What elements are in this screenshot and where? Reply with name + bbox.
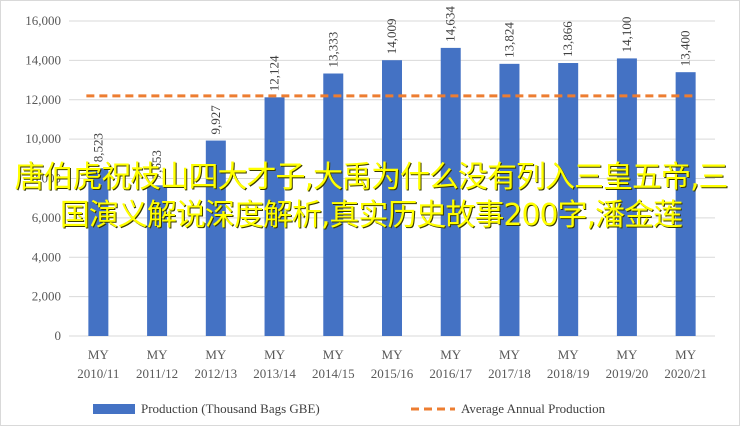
bar xyxy=(88,168,109,336)
x-tick-label: MY xyxy=(675,347,697,362)
x-tick-label: MY xyxy=(382,347,404,362)
y-tick-label: 16,000 xyxy=(25,13,61,28)
x-tick-label: MY xyxy=(558,347,580,362)
x-tick-label: 2020/21 xyxy=(664,366,707,381)
data-label: 8,523 xyxy=(90,133,105,162)
bar xyxy=(499,63,520,337)
bar xyxy=(382,60,402,336)
legend-label-average: Average Annual Production xyxy=(461,401,606,416)
x-tick-label: MY xyxy=(205,347,227,362)
bar xyxy=(616,58,637,336)
bar xyxy=(323,73,344,336)
data-label: 14,009 xyxy=(384,18,399,54)
x-tick-label: 2017/18 xyxy=(488,366,531,381)
x-tick-label: MY xyxy=(264,347,286,362)
x-tick-label: 2011/12 xyxy=(136,366,178,381)
legend-swatch-production xyxy=(93,404,135,414)
bar xyxy=(205,140,226,336)
x-tick-label: MY xyxy=(88,347,110,362)
bars xyxy=(88,47,696,337)
x-tick-label: 2016/17 xyxy=(429,366,472,381)
bar xyxy=(264,97,285,336)
y-tick-label: 6,000 xyxy=(32,210,61,225)
x-tick-label: MY xyxy=(499,347,521,362)
data-label: 12,124 xyxy=(267,55,282,91)
legend: Production (Thousand Bags GBE) Average An… xyxy=(93,401,606,416)
y-tick-label: 8,000 xyxy=(32,171,61,186)
bar xyxy=(675,72,696,336)
bar xyxy=(147,185,168,336)
x-tick-label: MY xyxy=(616,347,638,362)
data-label: 13,866 xyxy=(560,21,575,57)
x-tick-label: 2014/15 xyxy=(312,366,355,381)
y-tick-label: 12,000 xyxy=(25,92,61,107)
data-label: 13,824 xyxy=(501,22,516,58)
legend-label-production: Production (Thousand Bags GBE) xyxy=(141,401,320,416)
x-tick-label: 2010/11 xyxy=(77,366,119,381)
y-tick-label: 4,000 xyxy=(32,249,61,264)
x-tick-label: 2018/19 xyxy=(547,366,590,381)
y-tick-label: 10,000 xyxy=(25,131,61,146)
data-label: 13,400 xyxy=(678,30,693,66)
bar xyxy=(558,63,579,337)
data-label: 9,927 xyxy=(208,105,223,135)
overlay-title: 唐伯虎祝枝山四大才子,大禹为什么没有列入三皇五帝,三国演义解说深度解析,真实历史… xyxy=(14,160,728,233)
x-tick-label: 2019/20 xyxy=(606,366,649,381)
x-axis-ticks: MY 2010/11 MY 2011/12 MY 2012/13 MY 2013/14 MY 20… xyxy=(77,347,707,381)
data-labels: 8,523 7,653 9,927 12,124 13,333 14,009 14,634 1… xyxy=(90,6,692,180)
x-tick-label: 2012/13 xyxy=(195,366,238,381)
x-tick-label: 2013/14 xyxy=(253,366,296,381)
x-tick-label: MY xyxy=(323,347,345,362)
y-tick-label: 0 xyxy=(55,328,62,343)
x-tick-label: MY xyxy=(440,347,462,362)
x-tick-label: MY xyxy=(147,347,169,362)
data-label: 14,634 xyxy=(443,6,458,42)
y-tick-label: 14,000 xyxy=(25,52,61,67)
bar xyxy=(440,47,461,336)
y-axis-ticks: 0 2,000 4,000 6,000 8,000 10,000 12,000 14,000 1… xyxy=(25,13,61,343)
data-label: 7,653 xyxy=(149,150,164,179)
y-tick-label: 2,000 xyxy=(32,289,61,304)
data-label: 14,100 xyxy=(619,17,634,53)
data-label: 13,333 xyxy=(325,32,340,68)
x-tick-label: 2015/16 xyxy=(371,366,414,381)
